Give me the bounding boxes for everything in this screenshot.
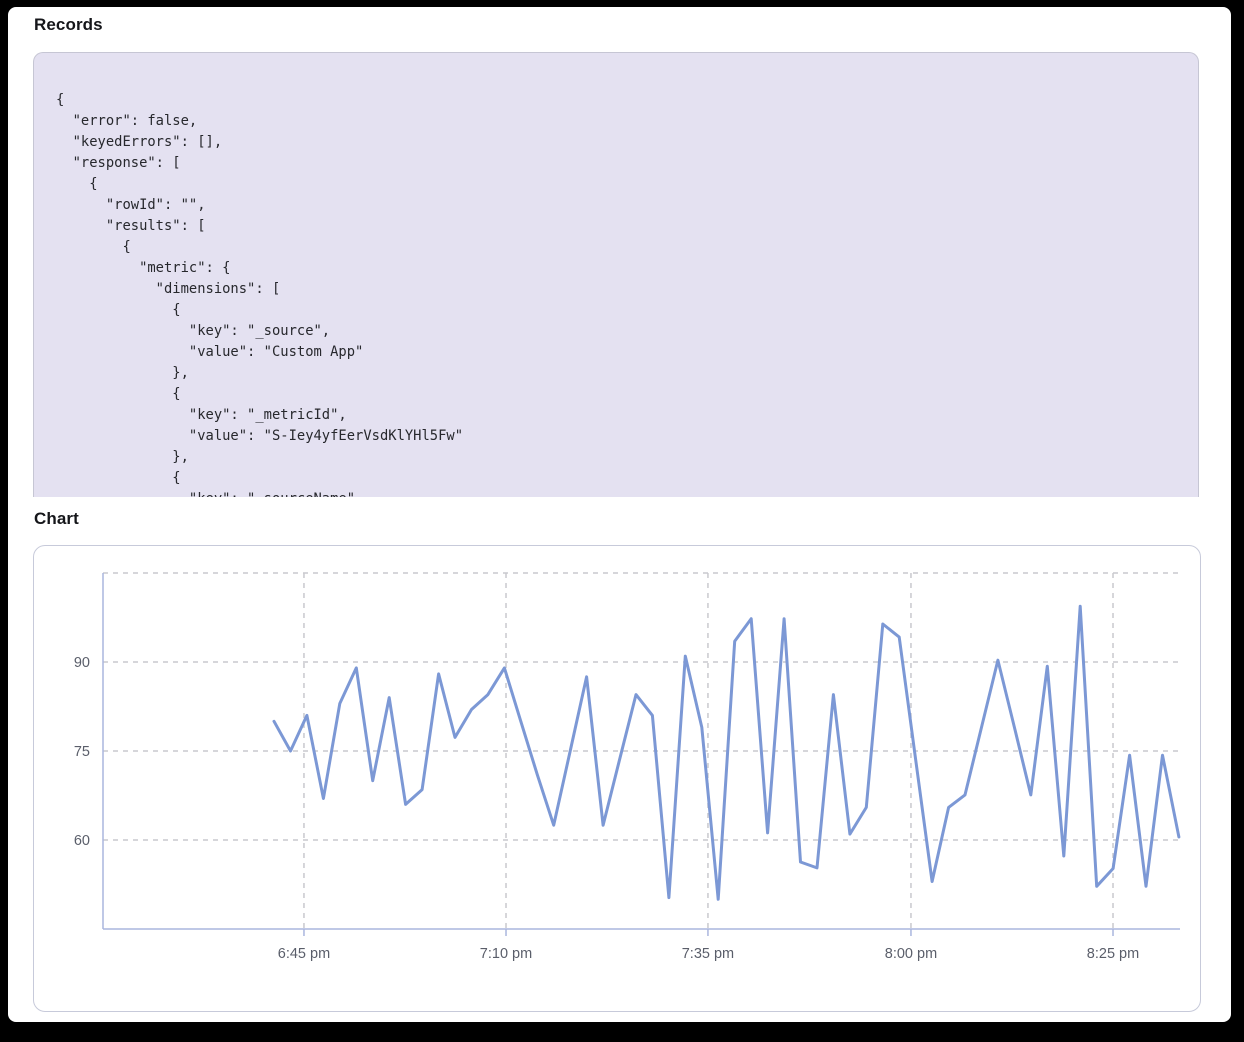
- y-tick-label: 90: [74, 655, 90, 671]
- metric-series-line: [272, 604, 1181, 901]
- x-tick-label: 7:10 pm: [480, 946, 532, 962]
- chart-section-title: Chart: [34, 509, 79, 528]
- records-section-title: Records: [34, 15, 103, 34]
- records-json-code: { "error": false, "keyedErrors": [], "re…: [56, 92, 464, 497]
- x-tick-label: 7:35 pm: [682, 946, 734, 962]
- x-tick-label: 8:00 pm: [885, 946, 937, 962]
- records-json-viewer[interactable]: { "error": false, "keyedErrors": [], "re…: [33, 52, 1199, 497]
- x-tick-label: 8:25 pm: [1087, 946, 1139, 962]
- metric-line-chart[interactable]: 6:45 pm 7:10 pm 7:35 pm 8:00 pm 8:25 pm 60 75 9…: [34, 546, 1200, 1011]
- y-tick-label: 60: [74, 833, 90, 849]
- x-tick-label: 6:45 pm: [278, 946, 330, 962]
- app-page: Records { "error": false, "keyedErrors":…: [8, 7, 1231, 1022]
- chart-card: 6:45 pm 7:10 pm 7:35 pm 8:00 pm 8:25 pm 60 75 9…: [33, 545, 1201, 1012]
- y-tick-label: 75: [74, 744, 90, 760]
